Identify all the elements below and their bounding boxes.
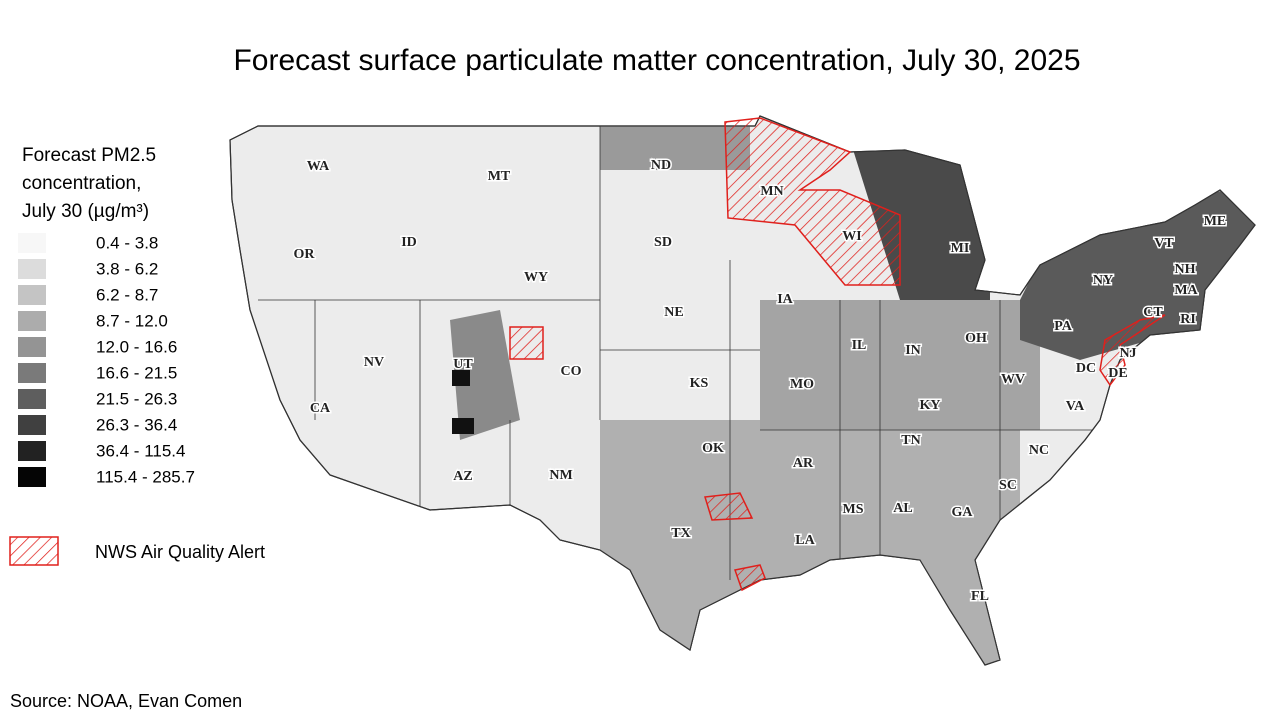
state-label: FL: [971, 589, 989, 604]
state-label: AZ: [453, 469, 472, 484]
alert-swatch: [9, 536, 59, 566]
state-label: KS: [690, 376, 709, 391]
state-label: OH: [965, 331, 987, 346]
state-label: OR: [294, 247, 316, 262]
legend-swatch: [18, 441, 46, 461]
title: Forecast surface particulate matter conc…: [233, 44, 1080, 77]
state-label: ID: [401, 235, 417, 250]
legend-swatch: [18, 363, 46, 383]
legend-swatch: [18, 467, 46, 487]
state-label: CA: [310, 401, 331, 416]
state-label: MN: [760, 184, 783, 199]
state-label: NE: [664, 305, 683, 320]
legend-label: 3.8 - 6.2: [96, 259, 158, 278]
state-label: TX: [671, 526, 690, 541]
state-label: GA: [952, 505, 974, 520]
legend-label: 36.4 - 115.4: [96, 441, 185, 460]
state-label: CT: [1143, 305, 1163, 320]
legend-title: concentration,: [22, 173, 141, 194]
state-label: WA: [307, 159, 330, 174]
state-label: MS: [843, 502, 864, 517]
legend-swatch: [18, 337, 46, 357]
state-label: DE: [1108, 366, 1127, 381]
legend-swatch: [18, 259, 46, 279]
state-label: NJ: [1119, 346, 1136, 361]
legend-swatch: [18, 389, 46, 409]
state-label: WY: [524, 270, 548, 285]
legend-swatch: [18, 311, 46, 331]
state-label: AR: [793, 456, 814, 471]
legend-swatch: [18, 233, 46, 253]
state-label: MI: [951, 241, 970, 256]
state-label: VT: [1154, 236, 1174, 251]
legend-label: 26.3 - 36.4: [96, 415, 177, 434]
state-label: ME: [1204, 214, 1227, 229]
state-label: IA: [777, 292, 793, 307]
state-label: RI: [1180, 312, 1196, 327]
state-label: MT: [488, 169, 511, 184]
state-label: WV: [1001, 372, 1025, 387]
state-label: MA: [1174, 283, 1198, 298]
state-label: DC: [1076, 361, 1096, 376]
state-label: ND: [651, 158, 671, 173]
state-label: KY: [920, 398, 941, 413]
legend-title: July 30 (µg/m³): [22, 201, 149, 222]
state-label: MO: [790, 377, 814, 392]
state-label: IN: [905, 343, 921, 358]
state-label: VA: [1066, 399, 1085, 414]
state-label: NV: [364, 355, 384, 370]
state-label: SC: [999, 478, 1017, 493]
state-label: NY: [1093, 273, 1113, 288]
state-label: NC: [1029, 443, 1049, 458]
legend-label: 0.4 - 3.8: [96, 233, 158, 252]
state-label: OK: [702, 441, 724, 456]
state-label: CO: [561, 364, 582, 379]
state-label: IL: [852, 338, 867, 353]
legend-label: 8.7 - 12.0: [96, 311, 168, 330]
legend-swatch: [18, 285, 46, 305]
legend-label: 21.5 - 26.3: [96, 389, 177, 408]
map: [229, 115, 1256, 666]
state-label: AL: [893, 501, 912, 516]
state-label: NH: [1175, 262, 1196, 277]
legend-label: 12.0 - 16.6: [96, 337, 177, 356]
state-label: PA: [1054, 319, 1073, 334]
legend-label: 115.4 - 285.7: [96, 467, 195, 486]
legend-label: 6.2 - 8.7: [96, 285, 158, 304]
state-label: UT: [453, 357, 473, 372]
legend: NWS Air Quality Alert Forecast PM2.5 conc…: [9, 145, 265, 566]
state-label: LA: [795, 533, 815, 548]
legend-swatch: [18, 415, 46, 435]
state-label: TN: [901, 433, 920, 448]
legend-title: Forecast PM2.5: [22, 145, 156, 166]
source: Source: NOAA, Evan Comen: [10, 691, 242, 711]
state-label: WI: [842, 229, 861, 244]
state-label: NM: [549, 468, 572, 483]
legend-label: 16.6 - 21.5: [96, 363, 177, 382]
alert-label: NWS Air Quality Alert: [95, 542, 265, 562]
state-label: SD: [654, 235, 672, 250]
